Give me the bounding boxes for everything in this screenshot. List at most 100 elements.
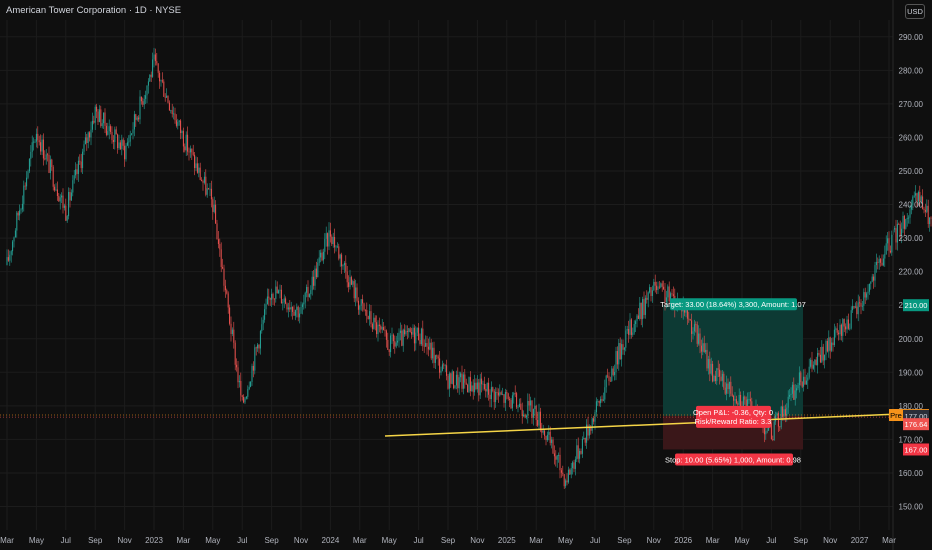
candle-body xyxy=(868,283,870,292)
candle xyxy=(300,301,302,314)
candle xyxy=(860,299,862,315)
candle-body xyxy=(808,366,810,378)
candle xyxy=(237,360,239,389)
candle xyxy=(651,285,653,303)
candle-body xyxy=(146,85,148,96)
candle-body xyxy=(500,392,502,395)
candle-body xyxy=(152,59,154,77)
candle xyxy=(716,367,718,386)
candle-body xyxy=(409,328,411,332)
candle xyxy=(880,258,882,267)
candle-body xyxy=(656,285,658,291)
candle xyxy=(621,339,623,367)
candle-body xyxy=(710,363,712,374)
candle-body xyxy=(33,141,35,143)
candle xyxy=(168,100,170,111)
candle xyxy=(436,354,438,360)
candle-body xyxy=(460,373,462,378)
candle xyxy=(874,261,876,288)
candle-body xyxy=(73,175,75,181)
candle xyxy=(497,388,499,403)
candle xyxy=(345,255,347,279)
candle-body xyxy=(329,230,331,237)
candle xyxy=(439,351,441,379)
candle xyxy=(24,182,26,191)
candle-body xyxy=(661,283,663,287)
candle xyxy=(454,385,456,390)
candle xyxy=(441,360,443,372)
candle-body xyxy=(90,129,92,138)
candle xyxy=(532,408,534,426)
candle xyxy=(924,203,926,217)
candle-body xyxy=(206,188,208,195)
candle-body xyxy=(167,95,169,103)
candle xyxy=(504,388,506,412)
candle xyxy=(353,278,355,303)
candle xyxy=(234,340,236,371)
candle xyxy=(657,281,659,295)
candle-body xyxy=(845,326,847,330)
candle xyxy=(357,297,359,315)
candle-body xyxy=(390,335,392,353)
candle xyxy=(629,313,631,339)
candle-body xyxy=(801,382,803,387)
candle xyxy=(506,389,508,400)
candle xyxy=(899,220,901,241)
candle xyxy=(929,217,931,232)
candle-body xyxy=(524,414,526,418)
candle xyxy=(579,448,581,464)
candle xyxy=(425,335,427,348)
pnl-label: Open P&L: -0.36, Qty: 0 xyxy=(693,408,773,417)
candle xyxy=(126,138,128,147)
candle-body xyxy=(462,374,464,389)
candle-body xyxy=(434,355,436,363)
candle-body xyxy=(691,320,693,334)
candle-body xyxy=(443,364,445,366)
candle-body xyxy=(441,364,443,371)
candle xyxy=(282,298,284,311)
candle-body xyxy=(608,376,610,381)
candle-body xyxy=(192,152,194,155)
candle xyxy=(370,304,372,328)
x-tick-label: Nov xyxy=(294,536,308,545)
candle xyxy=(810,357,812,369)
candle-body xyxy=(915,193,917,196)
candle-body xyxy=(262,319,264,325)
candle xyxy=(371,322,373,333)
candle xyxy=(205,169,207,197)
candle-body xyxy=(54,186,56,191)
chart-title: American Tower Corporation · 1D · NYSE xyxy=(6,5,182,16)
candle-body xyxy=(377,324,379,335)
candle xyxy=(299,307,301,324)
candle-body xyxy=(132,129,134,134)
candle-body xyxy=(486,382,488,392)
candle-body xyxy=(555,456,557,460)
candle xyxy=(362,294,364,312)
candle xyxy=(138,115,140,122)
candle xyxy=(409,326,411,333)
candle-body xyxy=(472,385,474,393)
candle xyxy=(264,303,266,323)
candle xyxy=(877,257,879,270)
candle-body xyxy=(271,293,273,300)
candle xyxy=(91,112,93,133)
currency-button[interactable]: USD xyxy=(905,4,925,19)
candle xyxy=(663,280,665,290)
candle xyxy=(728,381,730,398)
candle xyxy=(479,373,481,399)
candle xyxy=(702,337,704,356)
candle xyxy=(83,140,85,155)
candle xyxy=(364,309,366,316)
candle-body xyxy=(328,230,330,247)
candle xyxy=(96,103,98,119)
candle xyxy=(76,163,78,181)
candle-body xyxy=(796,388,798,391)
candle-body xyxy=(734,399,736,401)
candle xyxy=(189,145,191,158)
candle-body xyxy=(432,347,434,359)
y-tick-label: 180.00 xyxy=(899,402,924,411)
candle-body xyxy=(510,399,512,409)
candle xyxy=(226,288,228,295)
candle-body xyxy=(251,365,253,382)
